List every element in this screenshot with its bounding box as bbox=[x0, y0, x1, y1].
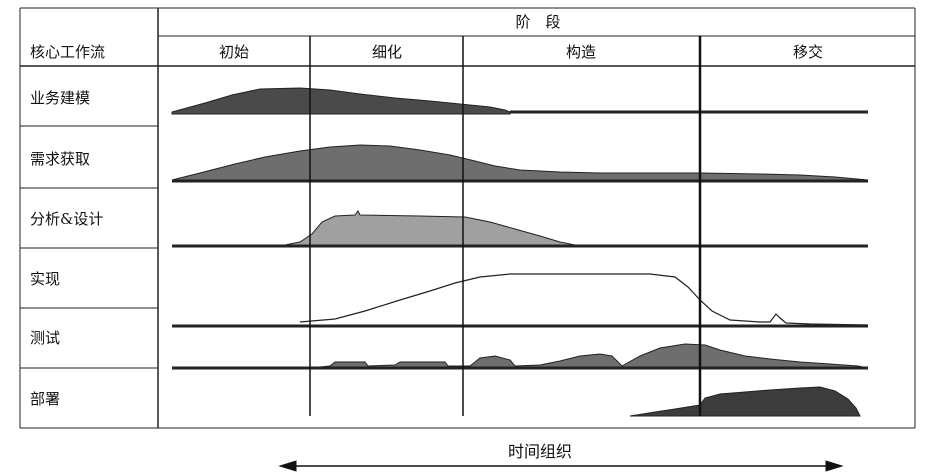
curve-implementation bbox=[299, 273, 869, 326]
activity-curves bbox=[171, 87, 869, 417]
workflow-label-test: 测试 bbox=[30, 329, 60, 347]
curve-analysis-design bbox=[284, 210, 576, 246]
curve-deployment bbox=[629, 386, 861, 417]
arrow-right-icon bbox=[825, 460, 844, 472]
workflow-label-deployment: 部署 bbox=[30, 390, 60, 408]
workflow-label-implementation: 实现 bbox=[30, 270, 60, 288]
time-axis-label: 时间组织 bbox=[508, 442, 572, 461]
workflow-header: 核心工作流 bbox=[30, 43, 105, 61]
phase-header-construction: 构造 bbox=[566, 43, 596, 61]
curve-business-modeling bbox=[171, 87, 511, 115]
stage-title: 阶 段 bbox=[515, 13, 560, 31]
phase-header-transition: 移交 bbox=[793, 43, 823, 61]
workflow-label-requirements: 需求获取 bbox=[30, 150, 90, 168]
phase-headers: 初始 细化 构造 移交 bbox=[219, 43, 823, 61]
phase-dividers bbox=[309, 36, 702, 416]
table-frame bbox=[19, 7, 916, 429]
arrow-left-icon bbox=[278, 460, 297, 472]
curve-requirements bbox=[171, 144, 869, 181]
curve-test bbox=[309, 343, 869, 369]
time-axis-arrow bbox=[278, 460, 844, 472]
phase-header-inception: 初始 bbox=[219, 43, 249, 61]
workflow-labels: 业务建模 需求获取 分析&设计 实现 测试 部署 bbox=[30, 89, 103, 408]
workflow-label-business-modeling: 业务建模 bbox=[30, 89, 90, 107]
workflow-label-analysis-design: 分析&设计 bbox=[30, 210, 103, 228]
phase-header-elaboration: 细化 bbox=[372, 43, 402, 61]
